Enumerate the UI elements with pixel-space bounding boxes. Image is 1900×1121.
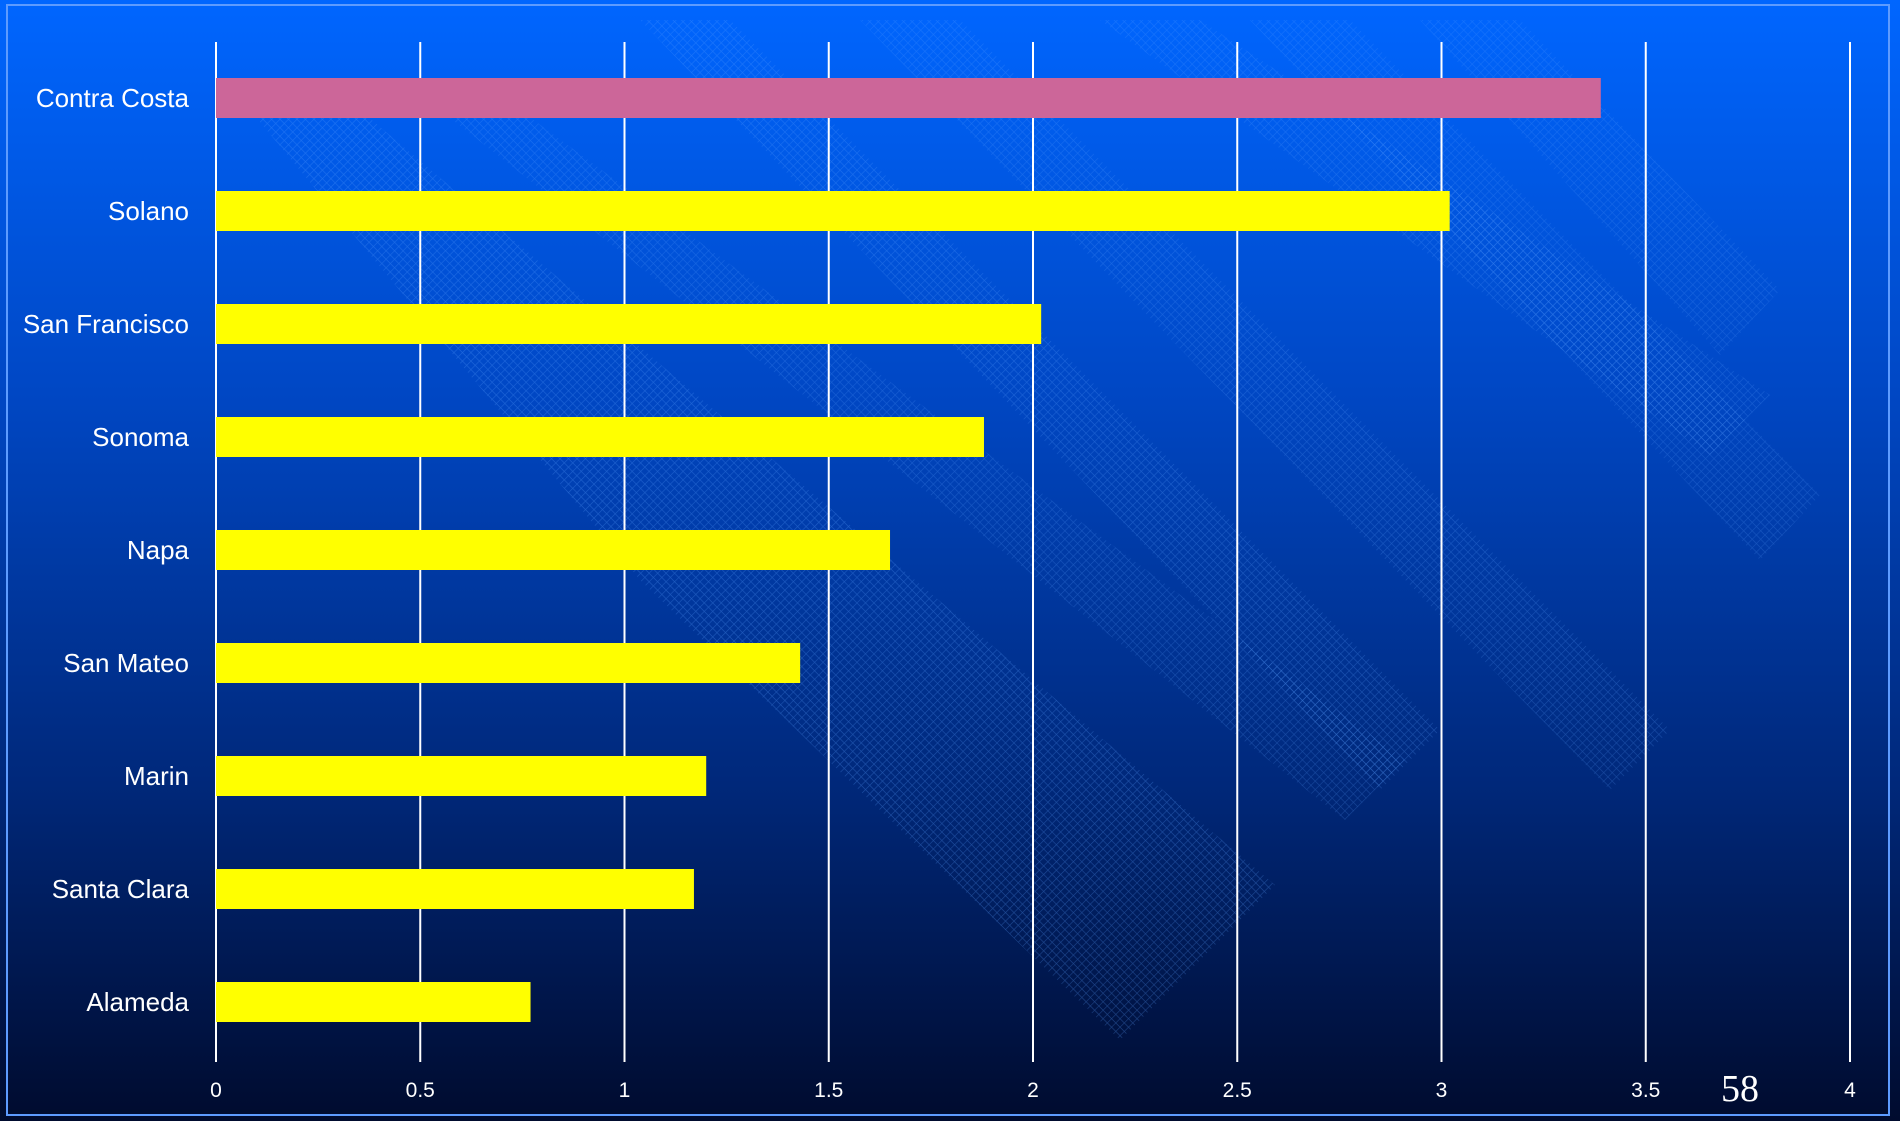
- x-tick-label: 1: [619, 1079, 631, 1102]
- x-tick-label: 3.5: [1631, 1079, 1660, 1102]
- x-tick-label: 3: [1436, 1079, 1448, 1102]
- diagonal-band: [440, 110, 1405, 820]
- bar: [216, 643, 801, 683]
- category-label: Santa Clara: [52, 874, 190, 904]
- category-label: Sonoma: [92, 422, 189, 452]
- x-axis-tick-labels: 0 0.5 1 1.5 2 2.5 3 3.5 4: [210, 1079, 1856, 1102]
- bar: [216, 530, 891, 570]
- category-label: Contra Costa: [36, 83, 190, 113]
- bar: [216, 304, 1042, 344]
- bars: [216, 78, 1601, 1022]
- x-tick-label: 1.5: [814, 1079, 843, 1102]
- category-label: San Francisco: [23, 309, 189, 339]
- x-tick-label: 0: [210, 1079, 222, 1102]
- x-tick-label: 2.5: [1223, 1079, 1252, 1102]
- category-label: Solano: [108, 196, 189, 226]
- x-tick-label: 0.5: [406, 1079, 435, 1102]
- bar: [216, 191, 1450, 231]
- bar: [216, 78, 1601, 118]
- x-tick-label: 2: [1027, 1079, 1039, 1102]
- slide-number: 58: [1721, 1068, 1759, 1110]
- category-label: San Mateo: [63, 648, 189, 678]
- bar: [216, 417, 984, 457]
- category-labels: Contra Costa Solano San Francisco Sonoma Nap…: [23, 83, 190, 1017]
- category-label: Alameda: [86, 987, 189, 1017]
- bar: [216, 869, 694, 909]
- bar: [216, 756, 707, 796]
- bar: [216, 982, 531, 1022]
- category-label: Napa: [127, 535, 190, 565]
- diagonal-band: [1250, 20, 1820, 560]
- category-label: Marin: [124, 761, 189, 791]
- x-tick-label: 4: [1844, 1079, 1856, 1102]
